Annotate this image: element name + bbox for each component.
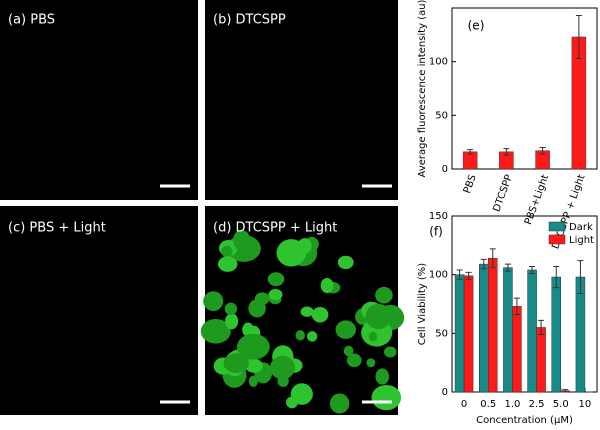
cell (217, 256, 238, 272)
panel-label: (c) PBS + Light (8, 221, 106, 236)
bar (512, 306, 522, 393)
error-bar (467, 149, 474, 155)
cell (236, 333, 270, 360)
cell (371, 384, 402, 411)
error-bar (503, 148, 510, 156)
x-tick-label: 2.5 (529, 399, 545, 410)
error-bar (456, 269, 463, 280)
error-bar (539, 147, 546, 155)
cell (203, 291, 224, 312)
cell (366, 358, 376, 368)
cell (365, 303, 392, 330)
cell (300, 306, 314, 317)
x-tick-label: PBS (462, 173, 479, 195)
cell (295, 330, 306, 341)
cell (245, 358, 263, 373)
cell (290, 383, 313, 405)
x-tick-label: 5.0 (553, 399, 569, 410)
cell (242, 322, 254, 337)
image-panel (205, 0, 398, 200)
cell (335, 320, 357, 339)
bar (479, 263, 489, 393)
bar (575, 276, 586, 393)
y-tick-label: 0 (442, 164, 448, 175)
x-tick-label: 10 (579, 399, 592, 410)
x-tick-label: DTCSPP (491, 173, 515, 213)
x-axis-label: Concentration (μM) (476, 415, 573, 426)
legend-swatch (548, 234, 566, 245)
cell (320, 277, 334, 294)
bar (488, 257, 498, 393)
y-tick-label: 100 (429, 270, 448, 281)
x-tick-label: 1.0 (504, 399, 520, 410)
error-bar (489, 248, 496, 269)
panel-label: (b) DTCSPP (213, 13, 286, 28)
x-tick-label: 0.5 (480, 399, 496, 410)
bar (454, 274, 465, 393)
error-bar (538, 319, 545, 336)
plot-frame (451, 215, 598, 393)
cell (297, 238, 312, 254)
cell (224, 302, 238, 316)
cell (375, 286, 393, 304)
panel-label: (e) (468, 19, 485, 33)
bar (463, 275, 474, 393)
cell (232, 229, 251, 251)
cell (254, 292, 270, 305)
y-axis-label: Cell Viability (%) (417, 263, 428, 346)
cell (368, 331, 378, 342)
bar (527, 269, 537, 393)
cell (306, 331, 318, 342)
cell (277, 375, 289, 387)
legend-label: Light (569, 235, 594, 246)
y-tick-label: 150 (429, 211, 448, 222)
cell (337, 255, 354, 270)
cell (270, 355, 295, 380)
error-bar (480, 258, 487, 270)
image-panel (0, 206, 198, 415)
x-tick-label: PBS+Light (523, 173, 551, 226)
cell (200, 319, 231, 344)
panel-label: (a) PBS (8, 13, 55, 28)
y-axis-label: Average fluorescence intensity (au) (417, 0, 428, 177)
error-bar (529, 265, 536, 274)
bar (503, 267, 513, 393)
bar (551, 276, 561, 393)
cells (200, 229, 405, 414)
y-tick-label: 100 (429, 57, 448, 68)
cell (225, 313, 239, 330)
panel-label: (f) (429, 225, 443, 239)
panel-label: (d) DTCSPP + Light (213, 221, 337, 236)
y-tick-label: 50 (435, 110, 448, 121)
error-bar (465, 271, 472, 280)
error-bar (513, 297, 520, 316)
y-tick-label: 50 (435, 328, 448, 339)
error-bar (577, 260, 584, 294)
legend-swatch (548, 221, 566, 232)
cell (248, 375, 259, 387)
error-bar (562, 389, 569, 393)
cell (268, 288, 283, 301)
error-bar (575, 15, 582, 59)
cell (383, 346, 397, 358)
image-panel (0, 0, 198, 200)
bar (536, 327, 546, 393)
y-tick-label: 0 (442, 387, 448, 398)
cell (221, 245, 233, 258)
plot-frame (451, 7, 598, 170)
x-tick-label: 0 (461, 399, 467, 410)
cell (346, 353, 362, 368)
cell (329, 393, 350, 414)
legend-label: Dark (569, 222, 593, 233)
cell (267, 272, 285, 287)
cell (375, 368, 390, 385)
cell (343, 345, 354, 357)
error-bar (553, 265, 560, 289)
cell (223, 353, 249, 373)
error-bar (504, 263, 511, 272)
cell (311, 306, 329, 323)
